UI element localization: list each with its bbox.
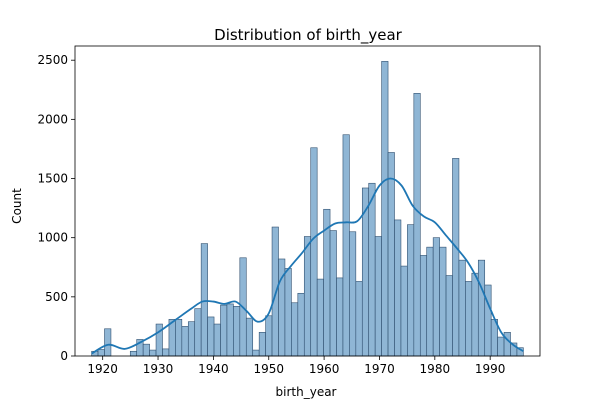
histogram-bar — [303, 236, 312, 357]
x-tick-label: 1930 — [143, 362, 174, 376]
y-tick-label: 2500 — [37, 53, 68, 67]
histogram-bar — [471, 272, 479, 357]
histogram-bar — [265, 315, 273, 357]
histogram-bar — [413, 93, 421, 357]
histogram-bar — [175, 319, 183, 357]
histogram-bar — [200, 243, 208, 357]
histogram-bar — [258, 332, 266, 357]
histogram-bar — [445, 275, 453, 357]
y-axis-title: Count — [10, 188, 24, 224]
x-tick-label: 1920 — [87, 362, 118, 376]
histogram-bar — [142, 343, 150, 357]
histogram-bar — [271, 226, 279, 357]
kde-density-line — [91, 177, 524, 355]
histogram-bar — [381, 61, 389, 357]
histogram-bar — [310, 147, 318, 357]
histogram-bar — [400, 265, 408, 357]
histogram-bar — [226, 303, 234, 357]
y-tick-label: 2000 — [37, 112, 68, 126]
y-tick-label: 500 — [45, 290, 68, 304]
histogram-bar — [477, 259, 486, 357]
histogram-bar — [336, 277, 344, 357]
histogram-bar — [162, 348, 170, 357]
histogram-bar — [452, 158, 460, 357]
y-tick-label: 1500 — [37, 172, 68, 186]
histogram-bar — [297, 292, 305, 357]
histogram-bar — [394, 219, 402, 357]
histogram-bar — [329, 230, 337, 357]
y-tick-label: 1000 — [37, 231, 68, 245]
histogram-bar — [426, 246, 434, 357]
x-axis-ticks: 1920 1930 1940 1950 1960 1970 1980 1990 — [87, 356, 505, 376]
histogram-bar — [349, 231, 357, 357]
histogram-bar — [465, 281, 473, 357]
x-tick-label: 1970 — [364, 362, 395, 376]
histogram-bar — [194, 308, 202, 357]
histogram-bar — [284, 268, 292, 357]
x-tick-label: 1950 — [253, 362, 284, 376]
histogram-bar — [368, 182, 376, 357]
histogram-bar — [439, 246, 447, 357]
histogram-bar — [316, 278, 324, 357]
histogram-bar — [233, 306, 241, 357]
histogram-bar — [458, 259, 466, 357]
histogram-bar — [407, 224, 415, 357]
x-tick-label: 1990 — [475, 362, 506, 376]
x-axis-title: birth_year — [276, 385, 337, 399]
histogram-bar — [97, 349, 105, 357]
histogram-bar — [155, 323, 163, 357]
histogram-bar — [291, 302, 299, 357]
histogram-bar — [187, 321, 196, 357]
histogram-bar — [129, 350, 138, 357]
histogram-bar — [432, 237, 440, 357]
histogram-bar — [220, 304, 228, 357]
x-tick-label: 1940 — [198, 362, 229, 376]
histogram-bar — [207, 316, 215, 357]
histogram-bar — [387, 152, 395, 357]
histogram-bar — [355, 281, 363, 357]
histogram-bar — [181, 326, 189, 357]
histogram-bar — [245, 317, 254, 357]
chart-title: Distribution of birth_year — [214, 26, 403, 45]
x-tick-label: 1980 — [420, 362, 451, 376]
y-axis-ticks: 0 500 1000 1500 2000 2500 — [37, 53, 75, 363]
axes-frame — [74, 45, 541, 357]
histogram-bar — [149, 349, 157, 357]
histogram-bar — [497, 336, 505, 357]
axes — [74, 45, 541, 357]
histogram-bar — [342, 134, 350, 357]
histogram-bar — [104, 328, 112, 357]
histogram-bar — [419, 255, 428, 357]
histogram-bar — [213, 323, 221, 357]
histogram-bar — [503, 332, 511, 357]
y-tick-label: 0 — [60, 349, 68, 363]
histogram-bars — [91, 61, 524, 357]
histogram-bar — [252, 349, 260, 357]
x-tick-label: 1960 — [309, 362, 340, 376]
histogram-bar — [374, 236, 382, 357]
